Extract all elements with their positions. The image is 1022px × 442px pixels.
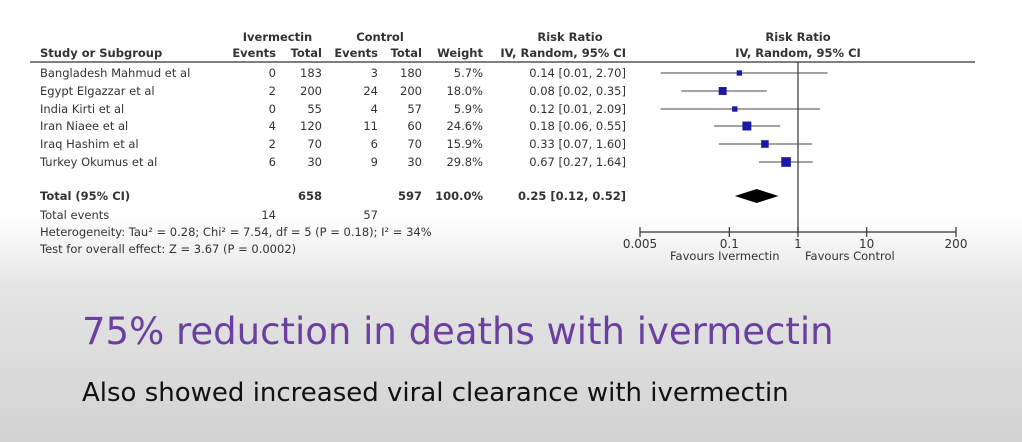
study-weight: 29.8% — [446, 155, 483, 169]
study-name: Bangladesh Mahmud et al — [40, 66, 191, 80]
study-n2: 60 — [407, 119, 422, 133]
effect-square — [742, 121, 752, 131]
total2-header: Total — [390, 46, 422, 60]
heterogeneity: Heterogeneity: Tau² = 0.28; Chi² = 7.54,… — [40, 225, 432, 239]
total-weight: 100.0% — [435, 189, 483, 203]
x-tick-label: 200 — [945, 237, 968, 251]
total-events-1: 14 — [261, 208, 276, 222]
study-weight: 24.6% — [446, 119, 483, 133]
study-name: India Kirti et al — [40, 102, 125, 116]
effect-square — [736, 70, 743, 76]
effect-square — [761, 140, 769, 148]
group1-header: Ivermectin — [242, 30, 313, 44]
study-n1: 120 — [300, 119, 322, 133]
rr-title: Risk Ratio — [537, 30, 603, 44]
study-e1: 4 — [268, 119, 276, 133]
rr-method-header: IV, Random, 95% CI — [500, 46, 626, 60]
total-n1: 658 — [297, 189, 322, 203]
study-name: Turkey Okumus et al — [40, 155, 158, 169]
study-weight: 18.0% — [446, 84, 483, 98]
slide-headline: 75% reduction in deaths with ivermectin — [82, 310, 834, 353]
x-tick-label: 0.005 — [623, 237, 657, 251]
total-rr: 0.25 [0.12, 0.52] — [517, 189, 626, 203]
study-e1: 6 — [268, 155, 276, 169]
x-tick-label: 0.1 — [720, 237, 739, 251]
study-e2: 11 — [363, 119, 378, 133]
study-e1: 0 — [268, 66, 276, 80]
study-weight: 5.9% — [453, 102, 483, 116]
x-tick-label: 10 — [859, 237, 874, 251]
study-n2: 180 — [400, 66, 422, 80]
plot-method-header: IV, Random, 95% CI — [735, 46, 861, 60]
study-e1: 2 — [268, 137, 276, 151]
study-rr-text: 0.08 [0.02, 0.35] — [529, 84, 626, 98]
study-rr-text: 0.67 [0.27, 1.64] — [529, 155, 626, 169]
forest-plot: 0.005 0.1 1 10 200 — [30, 61, 975, 251]
study-name: Egypt Elgazzar et al — [40, 84, 155, 98]
study-e2: 4 — [370, 102, 378, 116]
favours-left: Favours Ivermectin — [670, 249, 780, 263]
slide-subline: Also showed increased viral clearance wi… — [82, 378, 789, 408]
study-n2: 70 — [407, 137, 422, 151]
study-n1: 70 — [307, 137, 322, 151]
study-rr-text: 0.33 [0.07, 1.60] — [529, 137, 626, 151]
study-n1: 55 — [307, 102, 322, 116]
group2-header: Control — [356, 30, 404, 44]
total1-header: Total — [290, 46, 322, 60]
total-events-2: 57 — [363, 208, 378, 222]
study-rr-text: 0.14 [0.01, 2.70] — [529, 66, 626, 80]
study-e1: 2 — [268, 84, 276, 98]
study-e2: 24 — [363, 84, 378, 98]
total-label: Total (95% CI) — [40, 189, 131, 203]
study-name: Iraq Hashim et al — [40, 137, 139, 151]
study-n2: 57 — [407, 102, 422, 116]
overall-effect: Test for overall effect: Z = 3.67 (P = 0… — [40, 242, 297, 256]
study-e1: 0 — [268, 102, 276, 116]
effect-square — [781, 157, 791, 167]
total-events-label: Total events — [40, 208, 110, 222]
study-n1: 200 — [300, 84, 322, 98]
effect-square — [732, 106, 738, 112]
study-rr-text: 0.12 [0.01, 2.09] — [529, 102, 626, 116]
study-weight: 5.7% — [453, 66, 483, 80]
study-header: Study or Subgroup — [40, 46, 163, 60]
study-e2: 3 — [370, 66, 378, 80]
study-e2: 9 — [370, 155, 378, 169]
study-n2: 30 — [407, 155, 422, 169]
study-rr-text: 0.18 [0.06, 0.55] — [529, 119, 626, 133]
effect-square — [718, 87, 727, 95]
study-n2: 200 — [400, 84, 422, 98]
study-e2: 6 — [370, 137, 378, 151]
study-name: Iran Niaee et al — [40, 119, 129, 133]
events1-header: Events — [232, 46, 276, 60]
total-n2: 597 — [397, 189, 422, 203]
x-tick-label: 1 — [794, 237, 802, 251]
study-n1: 30 — [307, 155, 322, 169]
favours-right: Favours Control — [805, 249, 895, 263]
study-n1: 183 — [300, 66, 322, 80]
study-weight: 15.9% — [446, 137, 483, 151]
plot-title: Risk Ratio — [765, 30, 831, 44]
weight-header: Weight — [437, 46, 483, 60]
events2-header: Events — [334, 46, 378, 60]
pooled-diamond — [734, 189, 779, 203]
